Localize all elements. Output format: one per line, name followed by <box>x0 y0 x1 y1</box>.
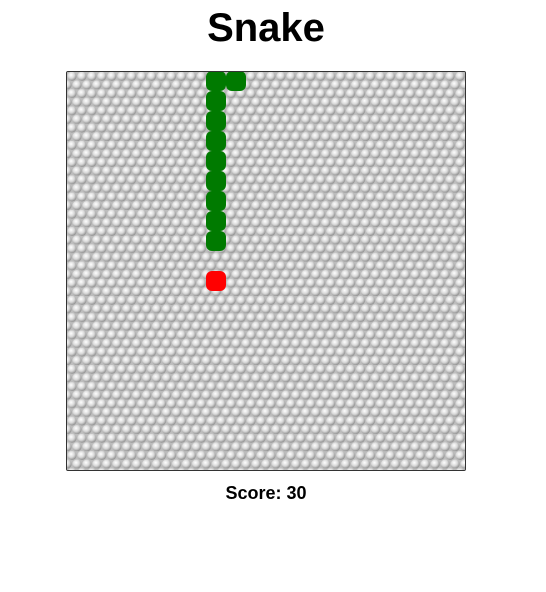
snake-segment <box>206 151 226 171</box>
snake-segment <box>206 231 226 251</box>
game-title: Snake <box>207 6 325 50</box>
snake-segment <box>226 72 246 91</box>
score-display: Score: 30 <box>225 483 307 503</box>
snake-segment <box>206 91 226 111</box>
snake-segment <box>206 131 226 151</box>
board-scale-texture <box>67 72 465 470</box>
snake-head <box>206 72 226 91</box>
snake-segment <box>206 191 226 211</box>
game-board[interactable] <box>66 71 466 471</box>
food-pellet <box>206 271 226 291</box>
snake-segment <box>206 211 226 231</box>
snake-segment <box>206 111 226 131</box>
snake-segment <box>206 171 226 191</box>
